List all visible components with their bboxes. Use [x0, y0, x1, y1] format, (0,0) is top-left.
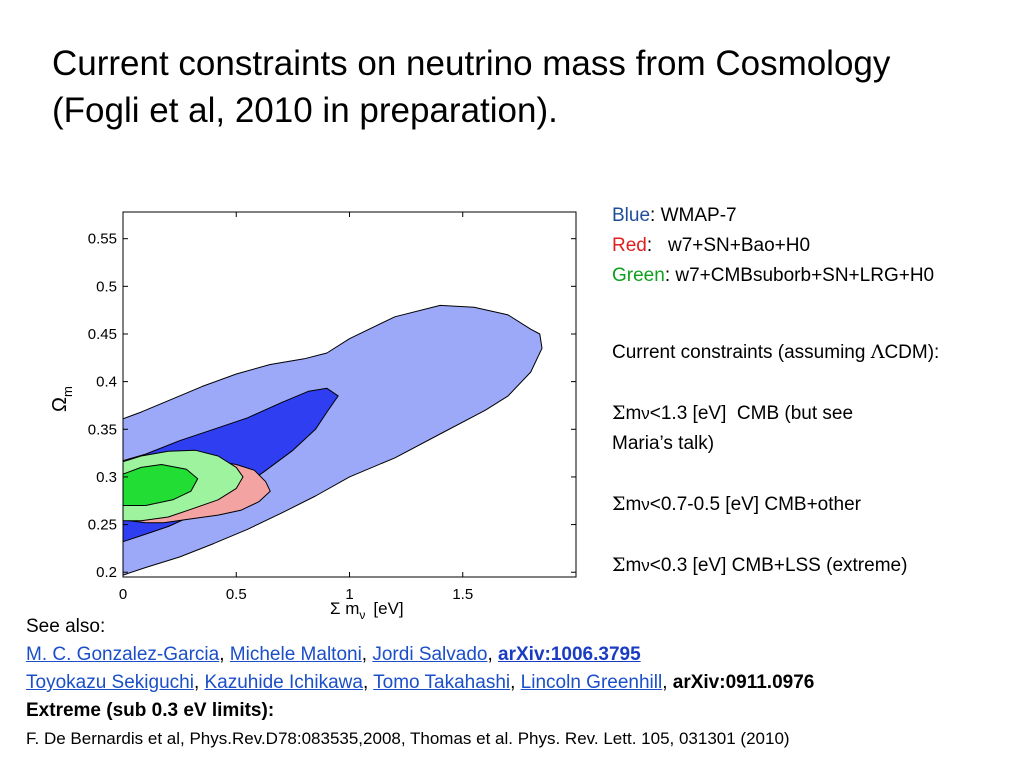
arxiv-id: arXiv:0911.0976	[672, 672, 815, 693]
contour-chart: 0 0.5 1 1.5 0.2 0.25 0.3 0.35 0.4 0.45 0.5 0.55 Σ m…	[49, 211, 577, 620]
nu-symbol: ν	[641, 404, 650, 423]
slide-title: Current constraints on neutrino mass fro…	[52, 40, 992, 134]
x-axis-label: Σ mν [eV]	[330, 599, 404, 620]
green-contour-inner	[122, 464, 199, 506]
y-axis-label-sub: m	[60, 386, 75, 397]
references: See also: M. C. Gonzalez-Garcia, Michele…	[26, 613, 814, 753]
see-also-label: See also:	[26, 616, 106, 637]
legend-green-word: Green	[612, 265, 665, 286]
title-line-2: (Fogli et al, 2010 in preparation).	[52, 91, 558, 130]
author-link[interactable]: Jordi Salvado	[372, 644, 488, 665]
mass-symbol: m	[625, 494, 642, 515]
legend: Blue: WMAP-7 Red: w7+SN+Bao+H0 Green: w7…	[612, 201, 934, 291]
mass-symbol: m	[625, 403, 642, 424]
sigma-symbol: Σ	[612, 402, 626, 424]
x-axis-label-sub: ν	[359, 608, 365, 620]
constraint-item-cmb-text: <1.3 [eV] CMB (but see	[649, 403, 854, 424]
legend-red-desc: : w7+SN+Bao+H0	[646, 235, 811, 256]
constraint-item-cmb-lss-text: <0.3 [eV] CMB+LSS (extreme)	[649, 555, 908, 576]
constraint-item-cmb-continuation: Maria’s talk)	[612, 433, 715, 454]
constraints-heading: Current constraints (assuming ΛCDM):	[612, 337, 1022, 368]
lambda-symbol: Λ	[870, 341, 885, 363]
legend-item-red: Red: w7+SN+Bao+H0	[612, 231, 934, 261]
constraint-item-cmb-lss: Σmν<0.3 [eV] CMB+LSS (extreme)	[612, 550, 1022, 581]
constraints-heading-suffix: CDM):	[884, 342, 940, 363]
constraints-heading-text: Current constraints (assuming	[612, 342, 871, 363]
mass-symbol: m	[625, 555, 642, 576]
author-link[interactable]: Michele Maltoni	[229, 644, 362, 665]
title-line-1: Current constraints on neutrino mass fro…	[52, 44, 891, 83]
x-tick-label: 0.5	[226, 586, 247, 603]
y-tick-label: 0.45	[88, 326, 117, 343]
x-axis-label-symbol: Σ m	[330, 599, 359, 618]
x-tick-label: 1	[345, 586, 353, 603]
y-tick-label: 0.35	[88, 421, 117, 438]
contour-layer	[122, 304, 543, 576]
reference-line-1: M. C. Gonzalez-Garcia, Michele Maltoni, …	[26, 644, 641, 665]
y-tick-label: 0.55	[88, 231, 117, 248]
author-link[interactable]: Tomo Takahashi	[373, 672, 511, 693]
constraints-panel: Current constraints (assuming ΛCDM): Σmν…	[612, 337, 1022, 581]
author-link[interactable]: M. C. Gonzalez-Garcia	[26, 644, 220, 665]
legend-blue-desc: : WMAP-7	[650, 205, 737, 226]
y-axis-label: Ωm	[49, 386, 75, 412]
y-axis-label-symbol: Ω	[49, 397, 71, 412]
extreme-heading: Extreme (sub 0.3 eV limits):	[26, 700, 275, 721]
nu-symbol: ν	[641, 495, 650, 514]
legend-item-blue: Blue: WMAP-7	[612, 201, 934, 231]
constraint-item-cmb: Σmν<1.3 [eV] CMB (but see	[612, 398, 1022, 429]
constraint-item-cmb-other: Σmν<0.7-0.5 [eV] CMB+other	[612, 489, 1022, 520]
author-link[interactable]: Toyokazu Sekiguchi	[26, 672, 194, 693]
legend-blue-word: Blue	[612, 205, 651, 226]
constraint-item-cmb-other-text: <0.7-0.5 [eV] CMB+other	[649, 494, 861, 515]
legend-item-green: Green: w7+CMBsuborb+SN+LRG+H0	[612, 261, 934, 291]
author-link[interactable]: Lincoln Greenhill	[520, 672, 663, 693]
y-tick-label: 0.5	[96, 278, 117, 295]
nu-symbol: ν	[641, 556, 650, 575]
y-tick-label: 0.3	[96, 469, 117, 486]
x-axis-label-unit: [eV]	[373, 599, 403, 618]
reference-line-2: Toyokazu Sekiguchi, Kazuhide Ichikawa, T…	[26, 672, 815, 693]
legend-green-desc: : w7+CMBsuborb+SN+LRG+H0	[664, 265, 935, 286]
extreme-references: F. De Bernardis et al, Phys.Rev.D78:0835…	[26, 729, 790, 748]
x-tick-label: 1.5	[452, 586, 473, 603]
legend-red-word: Red	[612, 235, 647, 256]
y-tick-label: 0.4	[96, 374, 117, 391]
y-tick-label: 0.2	[96, 564, 117, 581]
author-link[interactable]: Kazuhide Ichikawa	[204, 672, 363, 693]
tick-layer: 0 0.5 1 1.5 0.2 0.25 0.3 0.35 0.4 0.45 0.5 0.55	[88, 212, 576, 603]
y-tick-label: 0.25	[88, 517, 117, 534]
x-tick-label: 0	[119, 586, 127, 603]
sigma-symbol: Σ	[612, 493, 626, 515]
sigma-symbol: Σ	[612, 554, 626, 576]
arxiv-link[interactable]: arXiv:1006.3795	[498, 644, 641, 665]
